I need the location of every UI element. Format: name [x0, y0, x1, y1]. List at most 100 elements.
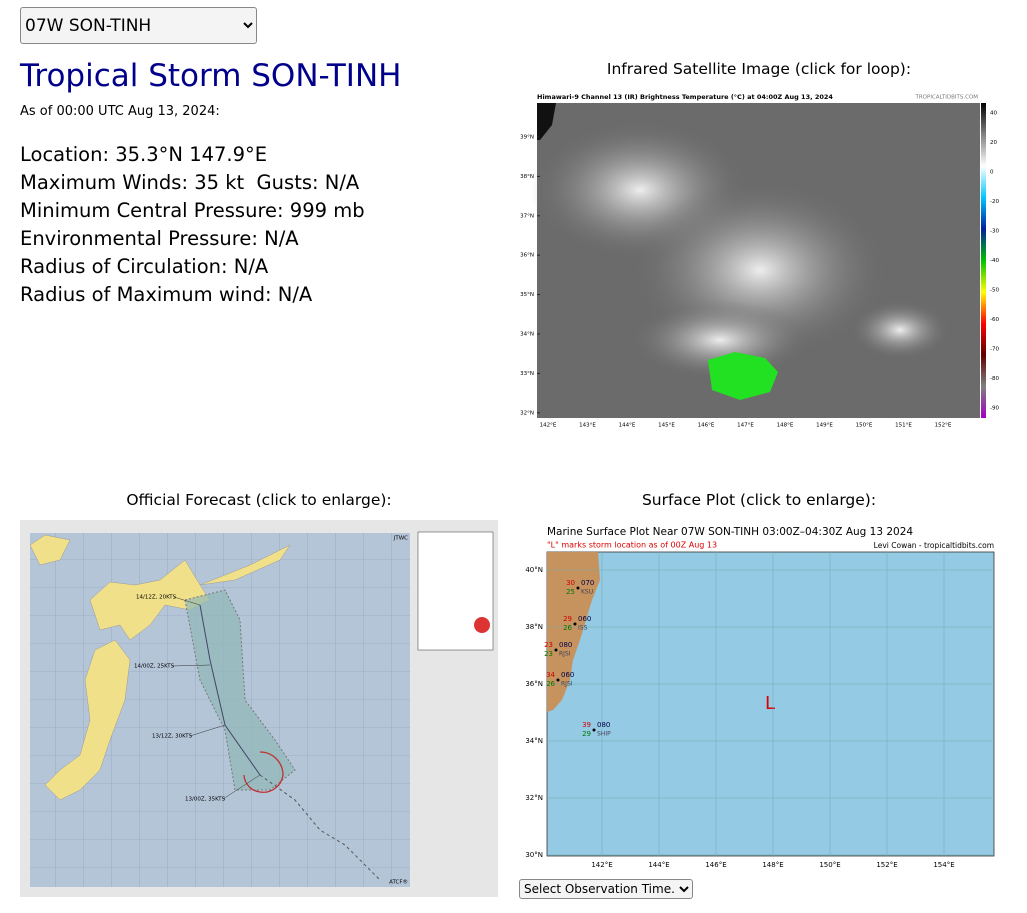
sat-title: Himawari-9 Channel 13 (IR) Brightness Te… — [537, 93, 833, 101]
lat-label: 33°N — [520, 371, 534, 377]
leader — [173, 596, 201, 606]
station — [592, 728, 596, 732]
lat-label: 32°N — [520, 410, 534, 416]
station — [576, 586, 580, 590]
colorbar-label: -80 — [990, 376, 999, 382]
lon-label: 152°E — [935, 423, 952, 429]
station-id: ISS — [578, 625, 588, 632]
colorbar-label: 20 — [990, 140, 997, 146]
detail-line: Environmental Pressure: N/A — [20, 227, 299, 250]
detail-line: Location: 35.3°N 147.9°E — [20, 143, 268, 166]
lat-label: 34°N — [525, 737, 543, 745]
agency: JTWC — [393, 536, 408, 542]
colorbar-label: -50 — [990, 288, 999, 294]
station-pressure: 060 — [578, 615, 591, 623]
lon-label: 148°E — [777, 423, 794, 429]
lon-label: 150°E — [856, 423, 873, 429]
station-temp: 23 — [544, 641, 553, 649]
cloud — [850, 300, 950, 360]
lat-label: 40°N — [525, 566, 543, 574]
station-temp: 34 — [546, 671, 555, 679]
surface-image[interactable]: Marine Surface Plot Near 07W SON-TINH 03… — [525, 526, 995, 869]
lon-label: 151°E — [895, 423, 912, 429]
lon-label: 148°E — [762, 861, 783, 869]
station — [554, 648, 558, 652]
surface-title: Marine Surface Plot Near 07W SON-TINH 03… — [547, 526, 913, 538]
station-temp: 39 — [582, 721, 591, 729]
lat-label: 30°N — [525, 851, 543, 859]
lat-label: 39°N — [520, 135, 534, 141]
station-pressure: 080 — [597, 721, 610, 729]
satellite-caption: Infrared Satellite Image (click for loop… — [606, 60, 912, 78]
danger-area — [184, 589, 296, 791]
past-track — [259, 774, 381, 881]
colorbar-label: 0 — [990, 170, 994, 176]
colorbar — [981, 103, 986, 418]
lat-label: 37°N — [520, 213, 534, 219]
details: Location: 35.3°N 147.9°E Maximum Winds: 3… — [20, 141, 365, 309]
detail-line: Radius of Circulation: N/A — [20, 255, 269, 278]
lat-label: 36°N — [525, 680, 543, 688]
storm-title: Tropical Storm SON-TINH — [20, 58, 402, 94]
lon-label: 144°E — [648, 861, 669, 869]
forecast-point-label: 14/12Z, 20KTS — [136, 595, 177, 601]
station-id: RJSI — [559, 651, 571, 658]
sat-credit: TROPICALTIDBITS.COM — [915, 95, 979, 101]
forecast-point-label: 14/00Z, 25KTS — [134, 664, 175, 670]
station-dewpoint: 29 — [582, 730, 591, 738]
surface-credit: Levi Cowan - tropicaltidbits.com — [874, 541, 994, 550]
surface-caption: Surface Plot (click to enlarge): — [641, 491, 877, 509]
lon-label: 142°E — [591, 861, 612, 869]
observation-select[interactable]: Select Observation Time... — [519, 879, 693, 899]
leader — [222, 774, 261, 800]
detail-line: Minimum Central Pressure: 999 mb — [20, 199, 365, 222]
lat-label: 34°N — [520, 332, 534, 338]
lon-label: 146°E — [705, 861, 726, 869]
lon-label: 144°E — [619, 423, 636, 429]
station-temp: 30 — [566, 579, 575, 587]
satellite-image[interactable]: Himawari-9 Channel 13 (IR) Brightness Te… — [520, 93, 999, 429]
station-dewpoint: 26 — [563, 624, 572, 632]
lat-label: 32°N — [525, 794, 543, 802]
colorbar-label: -90 — [990, 406, 999, 412]
wind-radii — [243, 751, 284, 793]
station — [573, 622, 577, 626]
station-temp: 29 — [563, 615, 572, 623]
lon-label: 147°E — [737, 423, 754, 429]
station-pressure: 070 — [581, 579, 594, 587]
detail-line: Maximum Winds: 35 kt Gusts: N/A — [20, 171, 360, 194]
storm-select[interactable]: 07W SON-TINH — [20, 7, 257, 44]
source: ATCF® — [389, 879, 408, 886]
colorbar-label: -20 — [990, 199, 999, 205]
as-of: As of 00:00 UTC Aug 13, 2024: — [20, 104, 220, 119]
colorbar-label: -60 — [990, 317, 999, 323]
forecast-track — [199, 604, 261, 776]
station-dewpoint: 23 — [544, 650, 553, 658]
lon-label: 154°E — [933, 861, 954, 869]
land — [547, 552, 600, 712]
legend-icon — [474, 617, 490, 633]
detail-line: Radius of Maximum wind: N/A — [20, 283, 313, 306]
station — [556, 678, 560, 682]
storm-marker: L — [765, 693, 775, 714]
land — [44, 639, 131, 801]
lon-label: 149°E — [816, 423, 833, 429]
leader — [189, 724, 226, 737]
land — [29, 534, 71, 566]
ocean — [546, 551, 995, 857]
lat-label: 36°N — [520, 253, 534, 259]
convection — [708, 352, 778, 400]
colorbar-label: -70 — [990, 347, 999, 353]
lon-label: 143°E — [579, 423, 596, 429]
station-id: RJSI — [561, 681, 573, 688]
lon-label: 150°E — [819, 861, 840, 869]
station-id: KSU — [581, 589, 593, 596]
colorbar-label: -40 — [990, 258, 999, 264]
station-dewpoint: 25 — [566, 588, 575, 596]
surface-note: "L" marks storm location as of 00Z Aug 1… — [547, 541, 717, 550]
forecast-image[interactable]: JTWC ATCF® 14/12Z, 20KTS 14/00Z, 25KTS 13/… — [20, 520, 498, 897]
station-pressure: 080 — [559, 641, 572, 649]
station-id: SHIP — [597, 731, 611, 738]
